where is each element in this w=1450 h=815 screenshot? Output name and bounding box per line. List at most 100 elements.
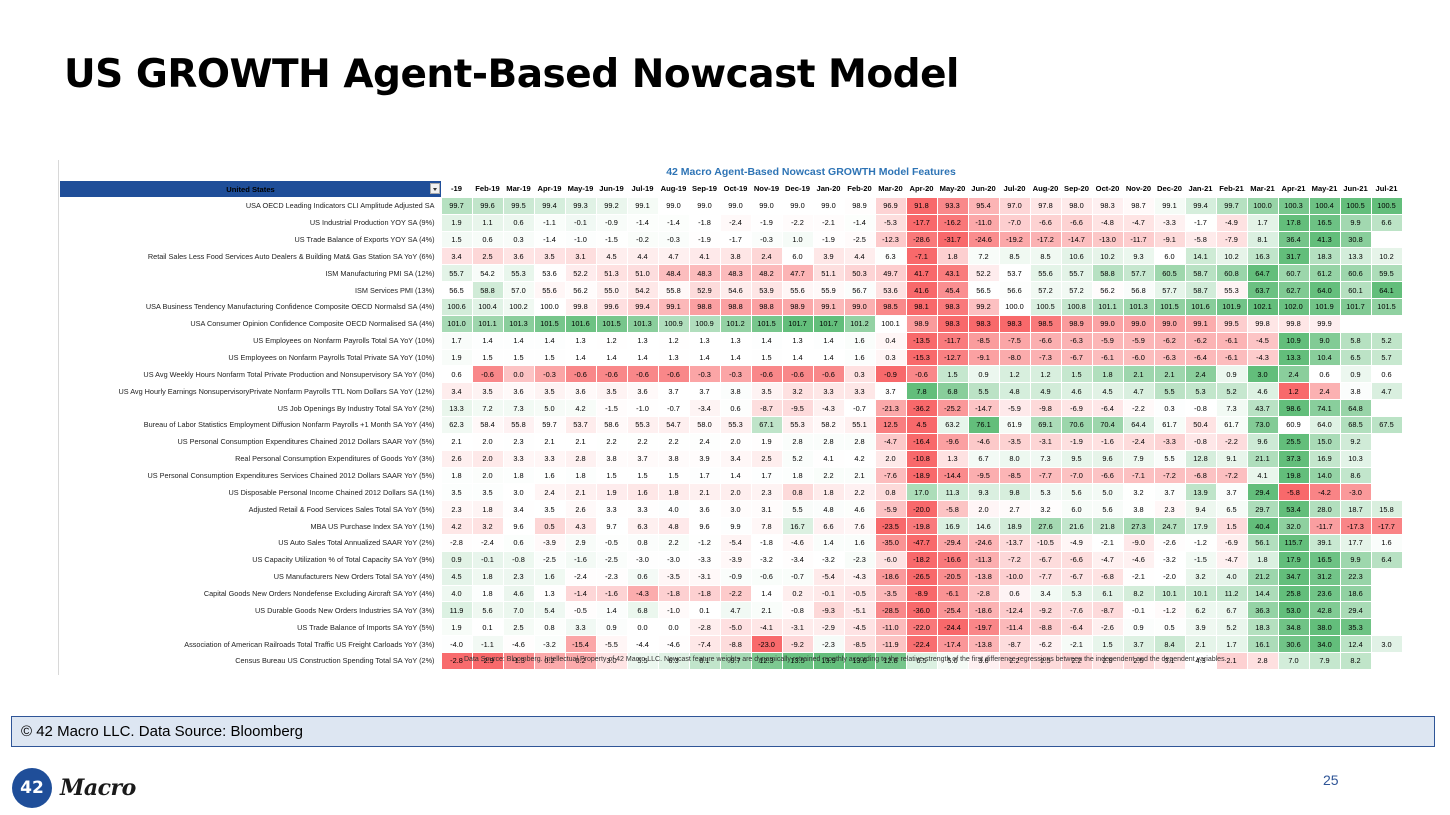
dropdown-arrow-icon[interactable] [430, 183, 440, 194]
heatmap-cell: 2.2 [843, 483, 876, 502]
heatmap-cell: -20.0 [905, 500, 938, 519]
heatmap-cell: -23.0 [750, 635, 783, 654]
heatmap-cell: 1.8 [471, 584, 504, 603]
table-row: Association of American Railroads Total … [60, 635, 1403, 654]
heatmap-cell: -5.9 [1091, 331, 1124, 350]
heatmap-cell: -6.8 [1091, 567, 1124, 586]
data-footnote: Data Source: Bloomberg. Intellectual Pro… [464, 656, 1227, 663]
heatmap-cell: 4.7 [719, 601, 752, 620]
heatmap-cell: -0.8 [502, 550, 535, 569]
heatmap-cell: 99.0 [781, 196, 814, 215]
heatmap-cell: 1.5 [533, 348, 566, 367]
heatmap-cell: 98.5 [874, 298, 907, 316]
heatmap-cell: 2.2 [812, 466, 845, 485]
heatmap-cell: 54.7 [657, 416, 690, 434]
heatmap-cell: 4.9 [1029, 382, 1062, 401]
heatmap-cell: 41.6 [905, 281, 938, 300]
heatmap-cell: 1.5 [1215, 517, 1248, 536]
heatmap-cell: -7.7 [1029, 466, 1062, 485]
heatmap-cell: 1.9 [440, 213, 473, 232]
heatmap-cell: -6.6 [1060, 550, 1093, 569]
heatmap-cell: 53.7 [998, 264, 1031, 283]
heatmap-cell: 5.2 [1215, 382, 1248, 401]
heatmap-cell [1370, 314, 1403, 333]
heatmap-cell: 0.6 [1370, 365, 1403, 384]
heatmap-cell: -3.3 [688, 550, 721, 569]
heatmap-cell: 99.0 [657, 196, 690, 215]
heatmap-cell: 4.5 [595, 247, 628, 266]
heatmap-cell: 99.4 [533, 196, 566, 215]
heatmap-cell: 2.0 [874, 449, 907, 468]
heatmap-cell: 99.1 [626, 196, 659, 215]
heatmap-cell: -3.2 [1153, 550, 1186, 569]
row-label: USA Business Tendency Manufacturing Conf… [145, 302, 435, 312]
heatmap-cell: 13.6 [843, 652, 876, 670]
heatmap-cell: 1.5 [502, 348, 535, 367]
heatmap-cell: 16.5 [1308, 550, 1341, 569]
heatmap-cell: 2.4 [1308, 382, 1341, 401]
heatmap-cell: 4.4 [626, 247, 659, 266]
heatmap-cell: -4.9 [1060, 534, 1093, 552]
heatmap-cell: 8.1 [688, 652, 721, 670]
heatmap-cell: 99.6 [595, 298, 628, 316]
heatmap-cell: -2.5 [843, 230, 876, 249]
heatmap-cell: 0.4 [874, 331, 907, 350]
heatmap-cell: 39.1 [1308, 534, 1341, 552]
heatmap-cell: 53.7 [564, 416, 597, 434]
heatmap-cell: 55.3 [502, 264, 535, 283]
heatmap-cell: 96.9 [874, 196, 907, 215]
column-header: Feb-20 [847, 184, 872, 194]
country-selector[interactable]: United States [60, 181, 441, 198]
heatmap-cell: -0.6 [781, 365, 814, 384]
heatmap-cell: 2.0 [719, 432, 752, 451]
heatmap-cell: 5.3 [1060, 584, 1093, 603]
heatmap-cell: 99.0 [750, 196, 783, 215]
heatmap-cell: -0.8 [781, 601, 814, 620]
heatmap-cell: -6.6 [1029, 213, 1062, 232]
column-header: Nov-20 [1125, 184, 1152, 194]
heatmap-cell: 9.5 [1060, 449, 1093, 468]
table-row: ISM Services PMI (13%) 56.5 58.8 57.0 55.6 56… [60, 281, 1403, 300]
column-header: Aug-19 [660, 184, 687, 194]
heatmap-cell: 1.3 [626, 331, 659, 350]
heatmap-cell: -0.1 [1122, 601, 1155, 620]
heatmap-cell: 3.1 [1153, 652, 1186, 670]
heatmap-cell: -6.8 [1184, 466, 1217, 485]
heatmap-cell: 38.0 [1308, 618, 1341, 637]
heatmap-cell: 7.9 [1308, 652, 1341, 670]
heatmap-cell: -21.3 [874, 399, 907, 418]
heatmap-cell: 4.3 [564, 517, 597, 536]
heatmap-cell: -2.4 [564, 567, 597, 586]
heatmap-cell: 2.2 [657, 534, 690, 552]
heatmap-cell: 16.7 [781, 517, 814, 536]
heatmap-cell: 1.7 [440, 331, 473, 350]
heatmap-cell: 99.1 [812, 298, 845, 316]
heatmap-cell: 91.8 [905, 196, 938, 215]
heatmap-cell: 12.3 [750, 652, 783, 670]
heatmap-cell: -7.1 [905, 247, 938, 266]
heatmap-cell: -36.2 [905, 399, 938, 418]
heatmap-cell: -11.7 [936, 331, 969, 350]
heatmap-cell: 17.7 [1339, 534, 1372, 552]
heatmap-cell: 2.5 [1029, 652, 1062, 670]
heatmap-cell: 3.5 [595, 382, 628, 401]
heatmap-cell: 42.8 [1308, 601, 1341, 620]
heatmap-cell: -25.4 [936, 601, 969, 620]
heatmap-cell: 2.0 [471, 466, 504, 485]
heatmap-cell: 8.1 [1246, 230, 1279, 249]
heatmap-cell: 22.3 [1339, 567, 1372, 586]
heatmap-cell: 5.7 [1370, 348, 1403, 367]
heatmap-cell: -17.3 [1339, 517, 1372, 536]
heatmap-cell: 4.1 [1246, 466, 1279, 485]
heatmap-cell: -6.1 [1215, 331, 1248, 350]
heatmap-cell: 13.9 [1184, 483, 1217, 502]
heatmap-cell: 99.8 [1277, 314, 1310, 333]
column-header: Jul-19 [631, 184, 654, 194]
heatmap-cell: 4.6 [502, 584, 535, 603]
heatmap-cell: 10.9 [1277, 331, 1310, 350]
heatmap-cell [1370, 483, 1403, 502]
row-label: US Trade Balance of Exports YOY SA (4%) [294, 235, 435, 244]
heatmap-cell: 7.2 [471, 399, 504, 418]
heatmap-cell: -6.1 [936, 584, 969, 603]
heatmap-cell: 31.7 [1277, 247, 1310, 266]
